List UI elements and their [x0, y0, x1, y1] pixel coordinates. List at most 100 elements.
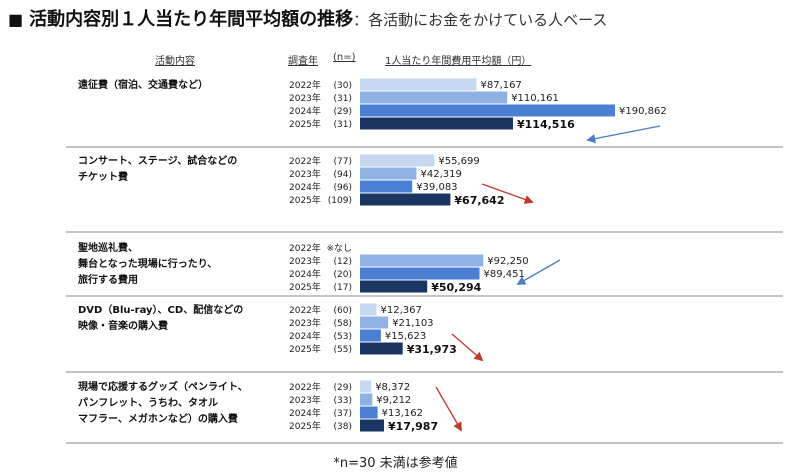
sample-size-label: (38): [334, 422, 352, 432]
category-label: 舞台となった現場に行ったり、: [78, 257, 217, 270]
sample-size-label: (31): [334, 120, 352, 130]
bar: [360, 117, 513, 130]
trend-arrow: [481, 183, 534, 204]
year-label: 2023年: [289, 92, 321, 104]
footnote: *n=30 未満は参考値: [333, 456, 458, 471]
bar: [360, 91, 508, 104]
year-label: 2024年: [289, 105, 321, 117]
trend-arrow: [586, 125, 661, 144]
sample-size-label: (37): [334, 409, 352, 419]
year-label: 2022年: [289, 79, 321, 91]
value-label: ¥12,367: [381, 305, 422, 316]
title-bullet: ■: [8, 10, 24, 29]
bar: [360, 167, 417, 180]
value-label: ¥55,699: [438, 156, 479, 167]
bar: [360, 380, 372, 393]
year-label: 2022年: [289, 242, 321, 254]
year-label: 2022年: [289, 381, 321, 393]
value-label: ¥13,162: [382, 408, 423, 419]
bar: [360, 267, 480, 280]
value-label: ¥67,642: [454, 194, 504, 207]
bar: [360, 393, 373, 406]
sample-size-label: (12): [334, 257, 352, 267]
header-year: 調査年: [288, 56, 318, 67]
sample-size-label: (94): [334, 170, 352, 180]
value-label: ¥190,862: [619, 106, 667, 117]
value-label: ¥9,212: [376, 395, 411, 406]
bar: [360, 419, 384, 432]
value-label: ¥31,973: [407, 343, 457, 356]
category-label: パンフレット、うちわ、タオル: [78, 397, 218, 409]
bar: [360, 104, 615, 117]
trend-arrow: [435, 386, 462, 432]
title-main: 活動内容別１人当たり年間平均額の推移: [29, 9, 354, 30]
sample-size-label: (29): [334, 383, 352, 393]
title-subtitle: 各活動にお金をかけている人ベース: [368, 11, 608, 29]
category-label: マフラー、メガホンなど）の購入費: [78, 412, 238, 425]
year-label: 2024年: [289, 330, 321, 342]
header-activity: 活動内容: [155, 56, 195, 67]
trend-arrow: [451, 333, 484, 362]
value-label: ¥89,451: [484, 269, 525, 280]
category-label: DVD（Blu-ray）、CD、配信などの: [78, 303, 243, 316]
year-label: 2022年: [289, 155, 321, 167]
bar: [360, 254, 484, 267]
bar: [360, 78, 477, 91]
chart-title: ■ 活動内容別１人当たり年間平均額の推移：各活動にお金をかけている人ベース: [8, 5, 607, 31]
title-separator: ：: [353, 11, 369, 29]
sample-size-label: (60): [334, 306, 352, 316]
sample-size-label: (17): [334, 283, 352, 293]
category-label: 映像・音楽の購入費: [78, 319, 168, 332]
value-label: ¥15,623: [385, 331, 426, 342]
bar: [360, 154, 435, 167]
value-label: ¥42,319: [421, 169, 462, 180]
year-label: 2025年: [289, 343, 321, 355]
sample-size-label: (109): [328, 196, 352, 206]
header-n: (n=): [333, 52, 356, 63]
year-label: 2025年: [289, 118, 321, 130]
trend-arrow: [516, 259, 561, 285]
header-value: 1人当たり年間費用平均額（円）: [385, 56, 532, 67]
sample-size-label: (96): [334, 183, 352, 193]
sample-size-label: (29): [334, 107, 352, 117]
sample-size-label: (30): [334, 81, 352, 91]
bar: [360, 180, 413, 193]
sample-size-label: (53): [334, 332, 352, 342]
sample-size-label: (33): [334, 396, 352, 406]
year-label: 2024年: [289, 407, 321, 419]
category-label: チケット費: [78, 170, 128, 183]
sample-size-label: (31): [334, 94, 352, 104]
sample-size-label: (55): [334, 345, 352, 355]
year-label: 2025年: [289, 420, 321, 432]
category-label: 現場で応援するグッズ（ペンライト、: [78, 380, 248, 393]
year-label: 2022年: [289, 304, 321, 316]
sample-size-label: (77): [334, 157, 352, 167]
year-label: 2025年: [289, 194, 321, 206]
value-label: ¥110,161: [511, 93, 559, 104]
year-label: 2023年: [289, 168, 321, 180]
no-data-note: ※なし: [326, 243, 352, 254]
bar: [360, 193, 451, 206]
value-label: ¥8,372: [375, 382, 410, 393]
value-label: ¥50,294: [431, 281, 481, 294]
category-label: 遠征費（宿泊、交通費など）: [78, 78, 208, 91]
category-label: 聖地巡礼費、: [78, 241, 138, 254]
value-label: ¥87,167: [481, 80, 522, 91]
year-label: 2025年: [289, 281, 321, 293]
year-label: 2023年: [289, 394, 321, 406]
bar: [360, 316, 389, 329]
value-label: ¥114,516: [517, 118, 575, 131]
sample-size-label: (58): [334, 319, 352, 329]
value-label: ¥39,083: [416, 182, 457, 193]
bar: [360, 280, 428, 293]
category-label: 旅行する費用: [78, 273, 138, 286]
value-label: ¥17,987: [388, 420, 438, 433]
year-label: 2023年: [289, 317, 321, 329]
year-label: 2024年: [289, 181, 321, 193]
bar: [360, 303, 377, 316]
bar: [360, 406, 378, 419]
value-label: ¥21,103: [392, 318, 433, 329]
value-label: ¥92,250: [487, 256, 528, 267]
bar: [360, 329, 381, 342]
